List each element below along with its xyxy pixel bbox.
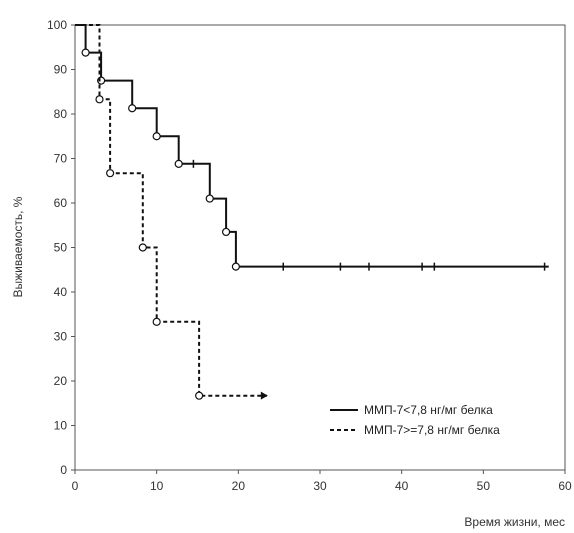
event-marker — [81, 48, 90, 57]
y-tick-label: 60 — [54, 196, 68, 210]
y-tick-label: 100 — [47, 18, 67, 32]
event-marker — [128, 104, 137, 113]
event-marker — [152, 317, 161, 326]
x-tick-label: 60 — [558, 479, 572, 493]
y-tick-label: 80 — [54, 107, 68, 121]
y-tick-label: 90 — [54, 63, 68, 77]
event-marker — [174, 159, 183, 168]
event-marker — [231, 262, 240, 271]
event-marker — [195, 391, 204, 400]
event-marker — [221, 227, 231, 237]
y-axis-title: Выживаемость, % — [11, 196, 25, 297]
event-marker — [106, 169, 115, 178]
event-marker — [138, 243, 147, 252]
censor-marker — [260, 391, 268, 400]
x-tick-label: 50 — [477, 479, 491, 493]
y-tick-label: 70 — [54, 152, 68, 166]
ticks-layer: 0 10 20 30 40 50 60 70 80 90 100 0 10 20 30 40 50 60 — [47, 18, 572, 493]
x-tick-label: 30 — [313, 479, 327, 493]
x-tick-label: 20 — [232, 479, 246, 493]
x-tick-label: 0 — [72, 479, 79, 493]
survival-curve-1 — [75, 24, 549, 268]
legend: ММП-7<7,8 нг/мг белка ММП-7>=7,8 нг/мг б… — [330, 403, 500, 437]
x-tick-label: 40 — [395, 479, 409, 493]
legend-label-high: ММП-7>=7,8 нг/мг белка — [364, 423, 500, 437]
y-tick-label: 50 — [54, 241, 68, 255]
event-marker — [205, 194, 214, 203]
y-tick-label: 0 — [60, 463, 67, 477]
y-tick-label: 40 — [54, 285, 68, 299]
event-marker — [152, 132, 161, 141]
series-1 — [75, 24, 549, 271]
x-tick-label: 10 — [150, 479, 164, 493]
y-tick-label: 20 — [54, 374, 68, 388]
series-layer — [75, 24, 549, 400]
x-axis-title: Время жизни, мес — [464, 515, 565, 529]
survival-curve-2 — [75, 24, 267, 397]
series-2 — [75, 24, 268, 400]
y-tick-label: 30 — [54, 330, 68, 344]
legend-label-low: ММП-7<7,8 нг/мг белка — [364, 403, 493, 417]
event-marker — [95, 95, 104, 104]
y-tick-label: 10 — [54, 419, 68, 433]
